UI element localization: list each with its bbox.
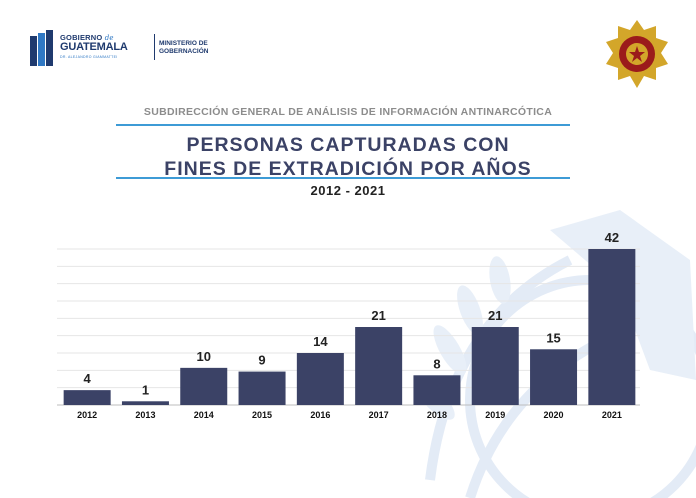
data-label-2018: 8: [433, 356, 440, 371]
data-label-2016: 14: [313, 334, 328, 349]
data-label-2019: 21: [488, 308, 502, 323]
chart-title-line2: FINES DE EXTRADICIÓN POR AÑOS: [164, 158, 532, 180]
police-badge-icon: [606, 20, 668, 88]
x-tick-label-2021: 2021: [602, 410, 622, 420]
bar-2016: [296, 353, 344, 405]
gov-president-name: DR. ALEJANDRO GIAMMATTEI: [60, 55, 118, 59]
bar-2015: [238, 371, 286, 405]
x-tick-label-2016: 2016: [310, 410, 330, 420]
x-tick-label-2015: 2015: [252, 410, 272, 420]
chart-title: PERSONAS CAPTURADAS CON FINES DE EXTRADI…: [0, 133, 696, 181]
gov-name-line1: GOBIERNO de: [60, 33, 114, 42]
data-label-2015: 9: [258, 353, 265, 368]
top-divider: [116, 124, 570, 126]
bar-2020: [530, 349, 578, 405]
gov-name-line2: GUATEMALA: [60, 41, 128, 53]
bottom-divider: [116, 177, 570, 179]
chart-title-line1: PERSONAS CAPTURADAS CON: [186, 134, 510, 156]
bar-2012: [63, 390, 111, 405]
x-tick-label-2014: 2014: [194, 410, 214, 420]
subdirection-subtitle: SUBDIRECCIÓN GENERAL DE ANÁLISIS DE INFO…: [143, 106, 553, 118]
x-tick-label-2013: 2013: [135, 410, 155, 420]
logo-divider: [154, 34, 155, 60]
bar-2014: [180, 367, 228, 405]
gobierno-guatemala-logo: GOBIERNO de GUATEMALA DR. ALEJANDRO GIAM…: [30, 30, 208, 70]
data-label-2021: 42: [605, 230, 619, 245]
ministry-name: MINISTERIO DE GOBERNACIÓN: [159, 40, 209, 55]
data-label-2012: 4: [84, 371, 92, 386]
data-label-2020: 15: [546, 330, 560, 345]
x-tick-label-2018: 2018: [427, 410, 447, 420]
bar-2021: [588, 249, 636, 405]
x-tick-label-2020: 2020: [544, 410, 564, 420]
data-label-2014: 10: [197, 349, 211, 364]
data-label-2013: 1: [142, 382, 149, 397]
bar-2018: [413, 375, 461, 405]
bar-2013: [121, 401, 169, 405]
x-tick-label-2017: 2017: [369, 410, 389, 420]
data-label-2017: 21: [371, 308, 385, 323]
bar-2017: [355, 327, 403, 405]
guatemala-flag-icon: [30, 30, 53, 66]
x-tick-label-2019: 2019: [485, 410, 505, 420]
year-range: 2012 - 2021: [310, 183, 386, 198]
bar-2019: [471, 327, 519, 405]
x-tick-label-2012: 2012: [77, 410, 97, 420]
